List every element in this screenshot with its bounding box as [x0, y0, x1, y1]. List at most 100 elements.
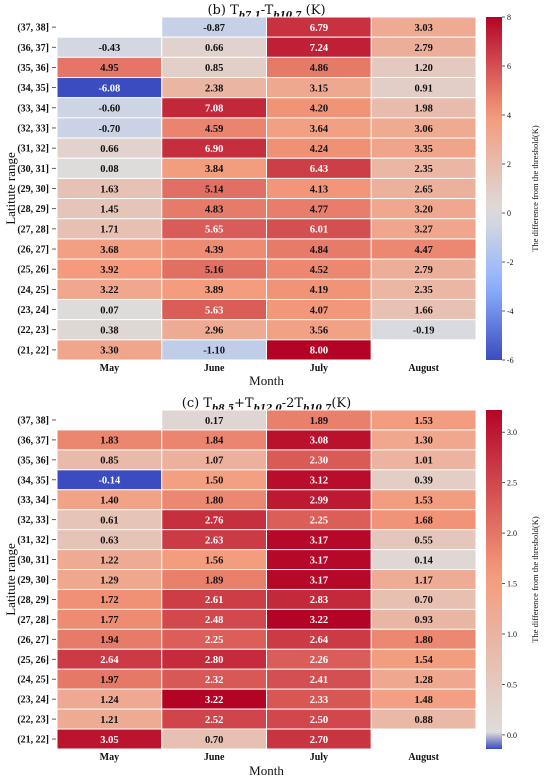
- cell-value-label: 7.24: [310, 43, 329, 54]
- cell-value-label: 2.96: [205, 326, 223, 337]
- cell-value-label: 4.39: [205, 245, 223, 256]
- cell-value-label: 3.20: [414, 204, 432, 215]
- y-tick-label: (22, 23]: [17, 715, 49, 726]
- cell-value-label: 3.68: [100, 245, 118, 256]
- cell-value-label: 4.77: [310, 204, 328, 215]
- colorbar-tick-label: 0.0: [507, 731, 517, 740]
- y-tick-label: (31, 32]: [17, 144, 49, 155]
- cell-value-label: 1.24: [100, 695, 119, 706]
- heatmap-cell: [370, 339, 477, 361]
- cell-value-label: 0.07: [100, 305, 118, 316]
- cell-value-label: 2.65: [414, 184, 432, 195]
- y-tick-label: (22, 23]: [17, 325, 49, 336]
- colorbar-tick-label: -6: [507, 356, 514, 365]
- colorbar-tick-label: 2: [507, 160, 511, 169]
- cell-value-label: 1.48: [414, 695, 432, 706]
- cell-value-label: 0.66: [100, 144, 118, 155]
- colorbar-tick-label: 1.0: [507, 630, 517, 639]
- y-tick-label: (31, 32]: [17, 535, 49, 546]
- cell-value-label: 0.61: [100, 515, 118, 526]
- cell-value-label: 2.64: [100, 655, 119, 666]
- y-tick-label: (27, 28]: [17, 615, 49, 626]
- y-tick-label: (28, 29]: [17, 204, 49, 215]
- cell-value-label: 1.72: [100, 595, 118, 606]
- cell-value-label: 2.63: [205, 535, 223, 546]
- cell-value-label: 4.47: [414, 245, 432, 256]
- cell-value-label: 6.79: [310, 23, 328, 34]
- title-text: -T: [261, 3, 274, 18]
- cell-value-label: 1.56: [205, 555, 223, 566]
- cell-value-label: 3.84: [205, 164, 224, 175]
- cell-value-label: 1.54: [414, 655, 433, 666]
- cell-value-label: 1.84: [205, 436, 224, 447]
- cell-value-label: 2.30: [310, 456, 328, 467]
- x-tick-label: May: [100, 363, 119, 374]
- title-text: (K): [302, 3, 326, 18]
- heatmap-cell: [370, 728, 477, 750]
- cell-value-label: 2.70: [310, 735, 328, 746]
- cell-value-label: 1.40: [100, 496, 118, 507]
- cell-value-label: 4.86: [310, 63, 328, 74]
- x-tick-label: August: [408, 752, 439, 763]
- cell-value-label: -0.70: [98, 124, 120, 135]
- y-tick-label: (26, 27]: [17, 245, 49, 256]
- cell-value-label: 1.53: [414, 416, 432, 427]
- cell-value-label: 4.07: [310, 305, 328, 316]
- colorbar-tick-label: 8: [507, 13, 511, 22]
- cell-value-label: 4.59: [205, 124, 223, 135]
- y-tick-label: (26, 27]: [17, 635, 49, 646]
- colorbar-tick-label: 3.0: [507, 428, 517, 437]
- title-subscript: b7.1: [239, 11, 261, 21]
- cell-value-label: 0.93: [414, 615, 432, 626]
- cell-value-label: 0.85: [205, 63, 223, 74]
- cell-value-label: 2.79: [414, 265, 432, 276]
- y-tick-label: (27, 28]: [17, 224, 49, 235]
- x-tick-label: May: [100, 752, 119, 763]
- y-tick-label: (37, 38]: [17, 23, 49, 34]
- cell-value-label: 2.76: [205, 515, 223, 526]
- cell-value-label: 3.17: [310, 575, 328, 586]
- cell-value-label: 3.03: [414, 23, 432, 34]
- cell-value-label: 1.71: [100, 225, 118, 236]
- y-axis-label: Latitute range: [3, 543, 18, 616]
- cell-value-label: 1.94: [100, 635, 119, 646]
- cell-value-label: 2.25: [310, 515, 328, 526]
- cell-value-label: 2.41: [310, 675, 328, 686]
- cell-value-label: 2.52: [205, 715, 223, 726]
- y-tick-label: (30, 31]: [17, 164, 49, 175]
- y-tick-label: (34, 35]: [17, 475, 49, 486]
- cell-value-label: 1.80: [205, 496, 223, 507]
- cell-value-label: 1.98: [414, 104, 432, 115]
- cell-value-label: 1.80: [414, 635, 432, 646]
- colorbar-tick-label: 0.5: [507, 680, 517, 689]
- cell-value-label: -0.87: [203, 23, 225, 34]
- cell-value-label: 2.38: [205, 83, 223, 94]
- x-tick-label: July: [310, 363, 328, 374]
- cell-value-label: 0.70: [205, 735, 223, 746]
- cell-value-label: 4.13: [310, 184, 328, 195]
- cell-value-label: 4.95: [100, 63, 118, 74]
- title-text: (K): [331, 396, 351, 411]
- cell-value-label: 0.17: [205, 416, 223, 427]
- cell-value-label: 1.77: [100, 615, 118, 626]
- y-tick-label: (36, 37]: [17, 435, 49, 446]
- cell-value-label: 5.14: [205, 184, 224, 195]
- cell-value-label: 8.00: [310, 346, 328, 357]
- cell-value-label: 1.66: [414, 305, 432, 316]
- y-tick-label: (21, 22]: [17, 735, 49, 746]
- cell-value-label: 1.21: [100, 715, 118, 726]
- y-tick-label: (25, 26]: [17, 265, 49, 276]
- x-tick-label: August: [408, 363, 439, 374]
- cell-value-label: 3.89: [205, 285, 223, 296]
- y-tick-label: (34, 35]: [17, 83, 49, 94]
- cell-value-label: 2.25: [205, 635, 223, 646]
- cell-value-label: 2.83: [310, 595, 328, 606]
- cell-value-label: 2.48: [205, 615, 223, 626]
- cell-value-label: 1.68: [414, 515, 432, 526]
- heatmap-panel-b: (b) Tb7.1-Tb10.7 (K) -0.87 6.79 3.03 -0.43 0.…: [3, 3, 540, 388]
- y-tick-label: (23, 24]: [17, 305, 49, 316]
- cell-value-label: 2.79: [414, 43, 432, 54]
- cell-value-label: 2.33: [310, 695, 328, 706]
- cell-value-label: 4.52: [310, 265, 328, 276]
